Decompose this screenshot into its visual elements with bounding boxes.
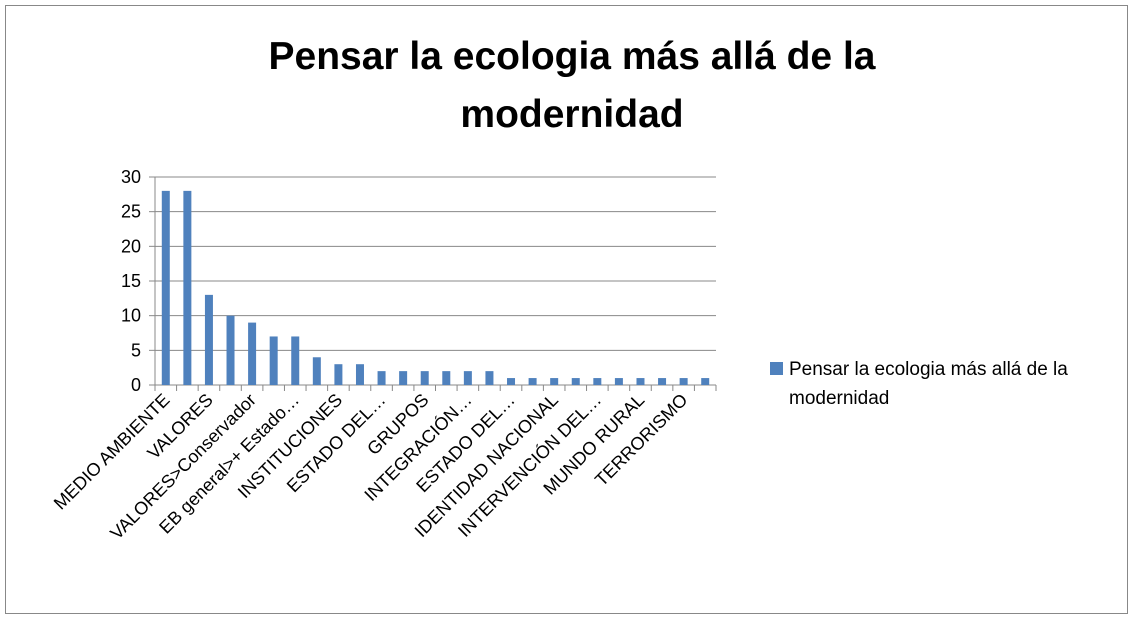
bar bbox=[658, 378, 667, 385]
bar bbox=[355, 364, 364, 385]
bar bbox=[399, 371, 408, 385]
bar bbox=[248, 322, 257, 385]
bar bbox=[593, 378, 602, 385]
bar bbox=[226, 315, 235, 385]
y-tick-label: 0 bbox=[131, 375, 141, 395]
bar bbox=[571, 378, 580, 385]
bar bbox=[312, 357, 321, 385]
bar bbox=[420, 371, 429, 385]
bar bbox=[485, 371, 494, 385]
bar bbox=[550, 378, 559, 385]
y-tick-label: 5 bbox=[131, 340, 141, 360]
y-tick-label: 15 bbox=[121, 271, 141, 291]
bar bbox=[614, 378, 623, 385]
bar bbox=[291, 336, 300, 385]
legend-swatch bbox=[770, 362, 783, 375]
bar bbox=[528, 378, 537, 385]
bar bbox=[679, 378, 688, 385]
y-tick-label: 10 bbox=[121, 306, 141, 326]
chart-border bbox=[5, 5, 1128, 614]
bar bbox=[442, 371, 451, 385]
bar bbox=[334, 364, 343, 385]
bar bbox=[377, 371, 386, 385]
y-tick-label: 25 bbox=[121, 202, 141, 222]
bar bbox=[463, 371, 472, 385]
y-tick-label: 30 bbox=[121, 167, 141, 187]
bar bbox=[507, 378, 516, 385]
bar bbox=[636, 378, 645, 385]
bar bbox=[701, 378, 710, 385]
bar bbox=[161, 190, 170, 385]
bar bbox=[204, 294, 213, 385]
chart-title: Pensar la ecologia más allá de la modern… bbox=[268, 35, 876, 136]
bar bbox=[183, 190, 192, 385]
y-tick-label: 20 bbox=[121, 236, 141, 256]
bar bbox=[269, 336, 278, 385]
legend-label: Pensar la ecologia más allá de la modern… bbox=[789, 359, 1068, 409]
